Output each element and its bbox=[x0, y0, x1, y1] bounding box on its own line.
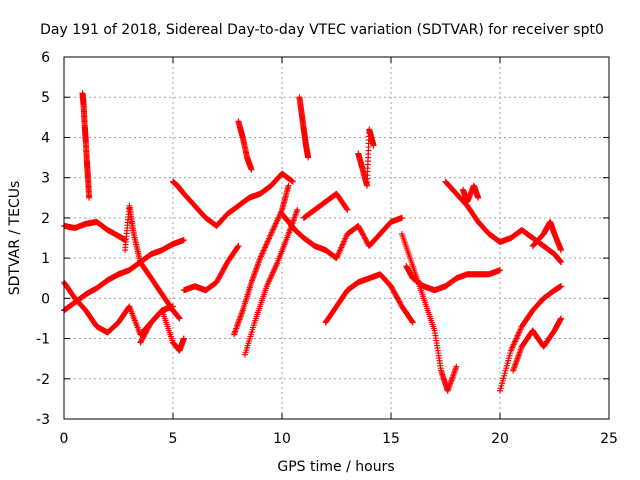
y-tick-label: 5 bbox=[41, 90, 50, 106]
series-track-o bbox=[322, 271, 416, 326]
data-point bbox=[180, 237, 187, 244]
data-point bbox=[158, 308, 165, 315]
y-tick-labels: -3 -2 -1 0 1 2 3 4 5 6 bbox=[36, 50, 50, 428]
plot-frame bbox=[63, 56, 610, 420]
x-tick-label: 0 bbox=[60, 431, 69, 447]
data-point bbox=[180, 335, 187, 342]
series-track-u bbox=[497, 283, 565, 394]
y-tick-label: -3 bbox=[36, 412, 50, 428]
series-track-w bbox=[529, 218, 565, 254]
data-point bbox=[285, 182, 292, 189]
y-tick-label: 0 bbox=[41, 291, 50, 307]
series-track-v bbox=[510, 315, 565, 374]
data-point bbox=[86, 194, 93, 201]
data-point bbox=[235, 243, 242, 250]
data-point bbox=[409, 319, 416, 326]
data-point bbox=[294, 206, 301, 213]
y-tick-label: 6 bbox=[41, 50, 50, 66]
series-track-h bbox=[180, 243, 242, 294]
y-tick-label: 3 bbox=[41, 171, 50, 187]
y-tick-label: -2 bbox=[36, 372, 50, 388]
x-axis-label: GPS time / hours bbox=[277, 459, 394, 475]
x-tick-labels: 0 5 10 15 20 25 bbox=[60, 431, 618, 447]
series-track-t bbox=[459, 182, 482, 205]
series-track-p bbox=[355, 126, 377, 189]
data-point bbox=[344, 206, 351, 213]
series-track-n bbox=[300, 190, 351, 221]
x-tick-label: 20 bbox=[491, 431, 509, 447]
series-track-d bbox=[79, 90, 93, 201]
data-point bbox=[558, 283, 565, 290]
data-point bbox=[558, 247, 565, 254]
axis-ticks bbox=[63, 56, 610, 420]
data-point bbox=[370, 142, 377, 149]
y-tick-label: 1 bbox=[41, 251, 50, 267]
data-point bbox=[497, 267, 503, 274]
data-point bbox=[248, 166, 255, 173]
data-point bbox=[234, 244, 241, 251]
data-point bbox=[398, 214, 405, 221]
y-axis-label: SDTVAR / TECUs bbox=[7, 181, 23, 296]
grid-lines bbox=[64, 57, 609, 419]
series-track-g bbox=[170, 170, 296, 229]
series-track-r bbox=[403, 263, 503, 294]
y-tick-label: 2 bbox=[41, 211, 50, 227]
data-point bbox=[558, 259, 565, 266]
data-point bbox=[558, 315, 565, 322]
x-tick-label: 15 bbox=[382, 431, 400, 447]
data-points bbox=[61, 90, 565, 394]
series-track-c bbox=[61, 237, 187, 314]
series-track-m bbox=[296, 94, 312, 161]
series-track-k bbox=[241, 206, 301, 358]
series-track-e bbox=[122, 202, 183, 322]
data-point bbox=[475, 194, 482, 201]
data-point bbox=[289, 178, 296, 185]
data-point bbox=[343, 205, 350, 212]
chart-title: Day 191 of 2018, Sidereal Day-to-day VTE… bbox=[40, 22, 604, 38]
x-tick-label: 10 bbox=[273, 431, 291, 447]
y-tick-label: 4 bbox=[41, 130, 50, 146]
x-tick-label: 5 bbox=[169, 431, 178, 447]
data-point bbox=[176, 315, 183, 322]
series-track-i bbox=[235, 118, 255, 173]
data-point bbox=[409, 318, 416, 325]
data-point bbox=[305, 154, 312, 161]
series-track-f bbox=[137, 307, 187, 354]
series-track-s bbox=[442, 178, 565, 266]
y-tick-label: -1 bbox=[36, 332, 50, 348]
series-track-l bbox=[279, 210, 405, 262]
x-tick-label: 25 bbox=[600, 431, 618, 447]
data-point bbox=[453, 363, 460, 370]
series-track-a bbox=[61, 218, 129, 244]
